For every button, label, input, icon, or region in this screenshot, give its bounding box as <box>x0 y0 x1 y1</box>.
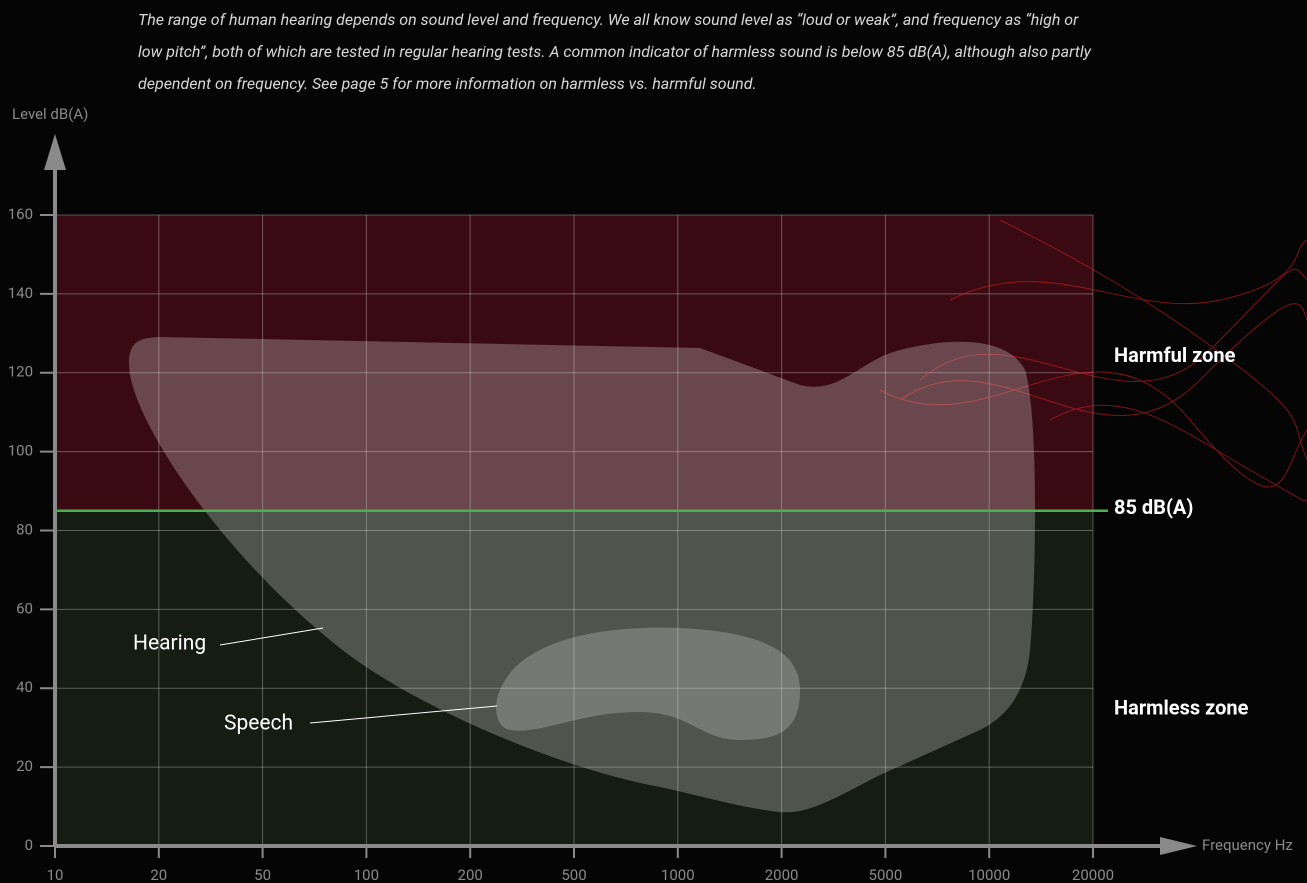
y-tick-label: 80 <box>16 520 33 538</box>
y-tick-label: 100 <box>8 442 33 460</box>
y-axis-title: Level dB(A) <box>12 105 88 123</box>
y-tick-label: 40 <box>16 678 33 696</box>
x-axis-arrow <box>1160 837 1197 855</box>
threshold-label: 85 dB(A) <box>1114 495 1193 519</box>
zone-label: Harmless zone <box>1114 696 1249 720</box>
x-tick-label: 10 <box>47 866 64 883</box>
y-axis-arrow <box>44 134 66 170</box>
y-tick-label: 0 <box>25 836 33 854</box>
hearing-area <box>129 337 1035 813</box>
intro-text: The range of human hearing depends on so… <box>138 10 1091 93</box>
y-tick-label: 140 <box>8 284 33 302</box>
zones <box>55 215 1093 846</box>
x-tick-label: 1000 <box>661 866 695 883</box>
x-axis-title: Frequency Hz <box>1202 836 1293 854</box>
x-tick-label: 5000 <box>869 866 903 883</box>
grid <box>54 214 1094 847</box>
x-tick-label: 50 <box>254 866 271 883</box>
decor-waves <box>879 219 1307 502</box>
annotation: Hearing <box>133 632 206 656</box>
speech-area <box>496 627 800 740</box>
x-tick-label: 200 <box>458 866 483 883</box>
x-tick-label: 20 <box>150 866 167 883</box>
zone <box>55 510 1093 846</box>
x-tick-label: 2000 <box>765 866 799 883</box>
speech-leader <box>309 705 498 724</box>
x-tick-label: 10000 <box>968 866 1010 883</box>
x-tick-label: 100 <box>354 866 379 883</box>
x-tick-label: 500 <box>561 866 586 883</box>
hearing-leader <box>219 627 324 646</box>
x-tick-label: 20000 <box>1072 866 1114 883</box>
y-tick-label: 120 <box>8 363 33 381</box>
y-tick-label: 60 <box>16 599 33 617</box>
zone-label: Harmful zone <box>1114 343 1236 367</box>
zone <box>55 215 1093 511</box>
y-tick-label: 160 <box>8 205 33 223</box>
annotation: Speech <box>224 712 293 736</box>
y-tick-label: 20 <box>16 757 33 775</box>
